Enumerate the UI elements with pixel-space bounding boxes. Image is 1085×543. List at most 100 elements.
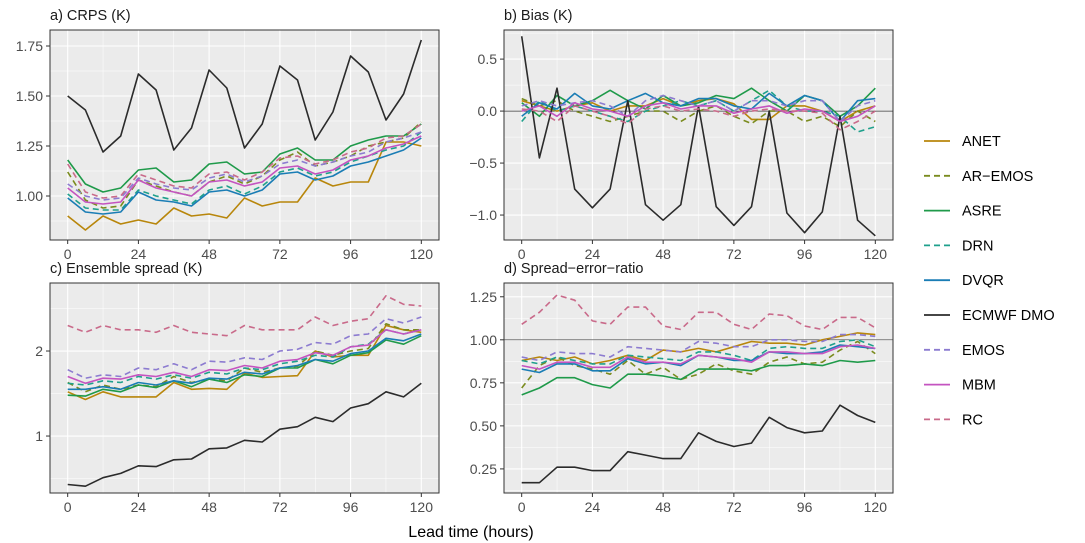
y-tick-label: −0.5 bbox=[469, 155, 497, 171]
panel-frame bbox=[49, 29, 440, 241]
x-tick-label: 24 bbox=[585, 499, 601, 515]
legend-item-rc: RC bbox=[924, 412, 983, 428]
y-tick-label: 0.5 bbox=[478, 51, 498, 67]
y-tick-label: 0.75 bbox=[470, 375, 497, 391]
panel-bias: b) Bias (K) 0 24 48 72 96 120 −1.0 −0.5 0.0 0.5 bbox=[469, 8, 894, 262]
y-tick-label: 0.0 bbox=[478, 103, 498, 119]
series-line-rc bbox=[521, 294, 876, 331]
legend-item-dvqr: DVQR bbox=[924, 273, 1004, 289]
series-line-ecmwf-dmo bbox=[521, 404, 876, 484]
panel-title-bias: b) Bias (K) bbox=[504, 8, 573, 24]
x-tick-label: 120 bbox=[410, 246, 434, 262]
x-tick-label: 0 bbox=[518, 499, 526, 515]
x-tick-label: 24 bbox=[131, 499, 147, 515]
series-line-mbm bbox=[521, 102, 876, 123]
legend-item-drn: DRN bbox=[924, 238, 993, 254]
legend-label: ANET bbox=[962, 134, 1001, 150]
x-tick-label: 48 bbox=[655, 246, 671, 262]
x-tick-label: 96 bbox=[343, 246, 359, 262]
series-line-asre bbox=[521, 359, 876, 396]
series-line-emos bbox=[67, 316, 422, 380]
x-tick-label: 72 bbox=[726, 499, 742, 515]
series-line-asre bbox=[67, 334, 422, 397]
panel-ser: d) Spread−error−ratio 0 24 48 72 96 120 0.25 0.… bbox=[470, 261, 894, 515]
series-line-ecmwf-dmo bbox=[67, 382, 422, 488]
x-tick-label: 24 bbox=[131, 246, 147, 262]
x-tick-label: 96 bbox=[797, 246, 813, 262]
y-tick-label: 1.00 bbox=[470, 332, 497, 348]
y-tick-label: 0.25 bbox=[470, 461, 497, 477]
y-tick-label: −1.0 bbox=[469, 207, 497, 223]
ticks-bias: 0 24 48 72 96 120 −1.0 −0.5 0.0 0.5 bbox=[469, 51, 887, 262]
legend-label: DRN bbox=[962, 238, 993, 254]
series-line-dvqr bbox=[521, 92, 876, 123]
legend-label: ASRE bbox=[962, 204, 1002, 220]
panel-frame bbox=[503, 29, 894, 241]
ticks-ser: 0 24 48 72 96 120 0.25 0.50 0.75 1.00 1.25 bbox=[470, 289, 887, 515]
legend-item-mbm: MBM bbox=[924, 378, 996, 394]
x-tick-label: 48 bbox=[201, 246, 217, 262]
series-line-anet bbox=[67, 141, 422, 231]
legend-item-anet: ANET bbox=[924, 134, 1001, 150]
series-line-rc bbox=[521, 105, 876, 131]
x-tick-label: 120 bbox=[410, 499, 434, 515]
panel-frame bbox=[503, 282, 894, 494]
series-crps bbox=[67, 39, 423, 231]
series-line-rc bbox=[67, 294, 422, 337]
x-tick-label: 48 bbox=[201, 499, 217, 515]
panel-title-ser: d) Spread−error−ratio bbox=[504, 261, 643, 277]
legend-label: AR−EMOS bbox=[962, 169, 1033, 185]
panel-title-crps: a) CRPS (K) bbox=[50, 8, 131, 24]
y-tick-label: 1.00 bbox=[16, 188, 43, 204]
x-tick-label: 72 bbox=[726, 246, 742, 262]
legend-label: DVQR bbox=[962, 273, 1004, 289]
series-ser bbox=[521, 294, 876, 484]
x-axis-title: Lead time (hours) bbox=[408, 524, 533, 541]
legend-item-ar-emos: AR−EMOS bbox=[924, 169, 1033, 185]
series-line-mbm bbox=[67, 328, 422, 385]
panel-spread: c) Ensemble spread (K) 0 24 48 72 96 120 1 2 bbox=[35, 261, 440, 515]
y-tick-label: 1.25 bbox=[470, 289, 497, 305]
x-tick-label: 0 bbox=[64, 246, 72, 262]
y-tick-label: 1.25 bbox=[16, 138, 43, 154]
legend-item-ecmwf-dmo: ECMWF DMO bbox=[924, 308, 1055, 324]
y-tick-label: 1.75 bbox=[16, 38, 43, 54]
ticks-crps: 0 24 48 72 96 120 1.00 1.25 1.50 1.75 bbox=[16, 38, 433, 262]
x-tick-label: 72 bbox=[272, 246, 288, 262]
panel-crps: a) CRPS (K) 0 24 48 72 96 120 1.00 1.25 1.50 1.75 bbox=[16, 8, 440, 262]
series-spread bbox=[67, 294, 422, 488]
series-line-asre bbox=[67, 123, 422, 193]
y-tick-label: 1 bbox=[35, 428, 43, 444]
ticks-spread: 0 24 48 72 96 120 1 2 bbox=[35, 343, 433, 515]
series-line-drn bbox=[521, 338, 876, 365]
legend-label: EMOS bbox=[962, 343, 1005, 359]
legend-label: MBM bbox=[962, 378, 996, 394]
legend: ANET AR−EMOS ASRE DRN DVQR ECMWF DMO EMOS MBM RC bbox=[924, 134, 1055, 428]
y-tick-label: 2 bbox=[35, 343, 43, 359]
series-line-dvqr bbox=[67, 137, 422, 215]
series-bias bbox=[520, 36, 876, 237]
panel-title-spread: c) Ensemble spread (K) bbox=[50, 261, 202, 277]
legend-label: ECMWF DMO bbox=[962, 308, 1055, 324]
y-tick-label: 1.50 bbox=[16, 88, 43, 104]
legend-item-asre: ASRE bbox=[924, 204, 1002, 220]
x-tick-label: 24 bbox=[585, 246, 601, 262]
series-line-dvqr bbox=[67, 333, 422, 391]
series-line-mbm bbox=[521, 344, 876, 370]
x-tick-label: 120 bbox=[864, 246, 888, 262]
series-line-ar-emos bbox=[521, 97, 876, 128]
panel-frame bbox=[49, 282, 440, 494]
x-tick-label: 96 bbox=[343, 499, 359, 515]
series-line-mbm bbox=[67, 135, 422, 205]
x-tick-label: 72 bbox=[272, 499, 288, 515]
series-line-rc bbox=[67, 123, 422, 199]
x-tick-label: 48 bbox=[655, 499, 671, 515]
grid-bias bbox=[504, 30, 893, 240]
legend-label: RC bbox=[962, 412, 983, 428]
x-tick-label: 120 bbox=[864, 499, 888, 515]
series-line-ecmwf-dmo bbox=[67, 39, 423, 153]
x-tick-label: 96 bbox=[797, 499, 813, 515]
grid-ser bbox=[504, 283, 893, 493]
series-line-emos bbox=[521, 333, 876, 362]
